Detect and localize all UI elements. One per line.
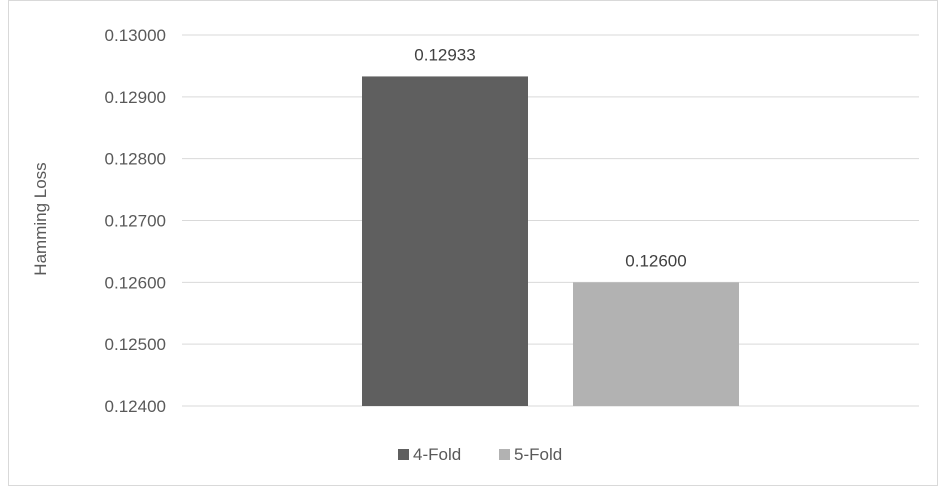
bar-4-fold [362,76,528,406]
y-tick-label: 0.12600 [105,273,166,292]
data-labels: 0.12933 0.12600 [414,45,686,270]
y-tick-label: 0.12900 [105,88,166,107]
bar-5-fold [573,282,739,406]
y-tick-label: 0.12500 [105,335,166,354]
y-tick-label: 0.12700 [105,212,166,231]
bar-chart: 0.12400 0.12500 0.12600 0.12700 0.12800 0.129… [31,26,919,464]
y-axis-label: Hamming Loss [31,162,50,275]
y-tick-label: 0.12800 [105,150,166,169]
legend-swatch [398,449,409,460]
chart-frame: 0.12400 0.12500 0.12600 0.12700 0.12800 0.129… [8,0,938,486]
gridlines [182,34,919,407]
data-label: 0.12933 [414,45,475,64]
y-axis-tick-labels: 0.12400 0.12500 0.12600 0.12700 0.12800 0.129… [105,26,166,416]
legend-swatch [499,449,510,460]
y-tick-label: 0.12400 [105,397,166,416]
data-label: 0.12600 [625,251,686,270]
legend: 4-Fold 5-Fold [398,445,562,464]
legend-label: 4-Fold [413,445,461,464]
bars [362,76,739,406]
legend-label: 5-Fold [514,445,562,464]
y-tick-label: 0.13000 [105,26,166,45]
